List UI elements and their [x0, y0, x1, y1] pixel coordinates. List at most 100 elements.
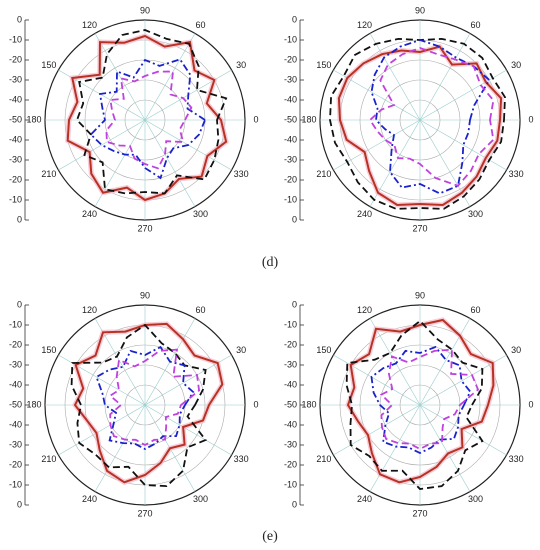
r-tick-label: -20: [9, 174, 22, 184]
r-tick-label: -50: [284, 399, 297, 409]
series-line: [346, 318, 495, 484]
r-tick-label: -20: [9, 459, 22, 469]
r-tick-label: 0: [17, 499, 22, 509]
grid-spoke: [333, 354, 421, 406]
r-tick-label: -30: [284, 439, 297, 449]
angle-label: 0: [528, 114, 533, 124]
angle-label: 90: [415, 5, 425, 15]
series-line: [329, 37, 506, 210]
r-tick-label: -10: [284, 319, 297, 329]
r-tick-label: -30: [9, 359, 22, 369]
angle-label: 300: [193, 209, 208, 219]
angle-label: 180: [26, 114, 41, 124]
grid-spoke: [419, 69, 507, 121]
angle-label: 210: [316, 169, 331, 179]
series-line: [108, 348, 201, 447]
angle-label: 210: [41, 169, 56, 179]
r-tick-label: -40: [284, 94, 297, 104]
r-tick-label: -40: [9, 379, 22, 389]
angle-label: 270: [137, 223, 152, 233]
grid-spoke: [419, 119, 507, 171]
series-line: [95, 345, 195, 451]
r-tick-label: -20: [9, 339, 22, 349]
r-tick-label: -30: [9, 439, 22, 449]
angle-label: 150: [41, 345, 56, 355]
angle-label: 60: [470, 20, 480, 30]
angle-label: 150: [316, 60, 331, 70]
grid-spoke: [369, 318, 421, 406]
angle-label: 240: [82, 209, 97, 219]
angle-label: 150: [41, 60, 56, 70]
r-tick-label: 0: [17, 14, 22, 24]
r-tick-label: -30: [284, 74, 297, 84]
r-tick-label: -30: [9, 74, 22, 84]
angle-label: 0: [253, 114, 258, 124]
angle-label: 30: [236, 345, 246, 355]
polar-chart: 0 30 60 90 120 150 180 210 240 270 300 330 -50 -40 -40…: [284, 5, 534, 233]
angle-label: 330: [234, 454, 249, 464]
caption: (e): [262, 529, 278, 544]
grid-spoke: [144, 119, 196, 207]
angle-label: 60: [470, 305, 480, 315]
series-line: [370, 39, 491, 195]
grid-spoke: [94, 33, 146, 121]
series-line: [75, 29, 228, 195]
angle-label: 30: [236, 60, 246, 70]
grid-spoke: [144, 33, 196, 121]
r-tick-label: -40: [284, 419, 297, 429]
series-line: [73, 322, 224, 484]
r-tick-label: -20: [9, 54, 22, 64]
r-tick-label: -50: [284, 114, 297, 124]
r-tick-label: -30: [9, 154, 22, 164]
r-tick-label: 0: [292, 499, 297, 509]
r-tick-label: -20: [284, 459, 297, 469]
angle-label: 240: [357, 209, 372, 219]
caption: (d): [262, 255, 279, 270]
angle-label: 210: [316, 454, 331, 464]
polar-chart: 0 30 60 90 120 150 180 210 240 270 300 330 -50 -40 -40…: [9, 290, 259, 518]
series-line: [345, 319, 484, 490]
angle-label: 120: [82, 20, 97, 30]
series-line: [105, 70, 193, 170]
angle-label: 0: [253, 399, 258, 409]
angle-label: 270: [412, 508, 427, 518]
r-tick-label: -30: [284, 359, 297, 369]
r-tick-label: -40: [284, 134, 297, 144]
r-tick-label: -20: [284, 174, 297, 184]
angle-label: 300: [468, 494, 483, 504]
polar-chart: 0 30 60 90 120 150 180 210 240 270 300 330 -50 -40 -40…: [284, 290, 534, 518]
grid-spoke: [333, 119, 421, 171]
angle-label: 90: [140, 5, 150, 15]
r-tick-label: 0: [292, 14, 297, 24]
angle-label: 330: [509, 454, 524, 464]
series-line: [337, 45, 503, 207]
angle-label: 30: [511, 60, 521, 70]
r-tick-label: -40: [9, 419, 22, 429]
angle-label: 60: [195, 20, 205, 30]
r-tick-label: -30: [284, 154, 297, 164]
r-tick-label: -50: [9, 399, 22, 409]
r-tick-label: -40: [9, 94, 22, 104]
grid-spoke: [419, 33, 471, 121]
angle-label: 90: [140, 290, 150, 300]
angle-label: 180: [301, 399, 316, 409]
r-tick-label: -10: [9, 479, 22, 489]
angle-label: 270: [412, 223, 427, 233]
angle-label: 150: [316, 345, 331, 355]
angle-label: 330: [509, 169, 524, 179]
grid-spoke: [58, 119, 146, 171]
r-tick-label: -40: [284, 379, 297, 389]
angle-label: 0: [528, 399, 533, 409]
grid-spoke: [419, 404, 471, 492]
angle-label: 330: [234, 169, 249, 179]
angle-label: 240: [357, 494, 372, 504]
angle-label: 300: [193, 494, 208, 504]
angle-label: 60: [195, 305, 205, 315]
r-tick-label: 0: [17, 214, 22, 224]
series-line: [66, 34, 228, 202]
series-line: [370, 345, 472, 454]
grid-spoke: [58, 404, 146, 456]
angle-label: 300: [468, 209, 483, 219]
angle-label: 120: [357, 305, 372, 315]
